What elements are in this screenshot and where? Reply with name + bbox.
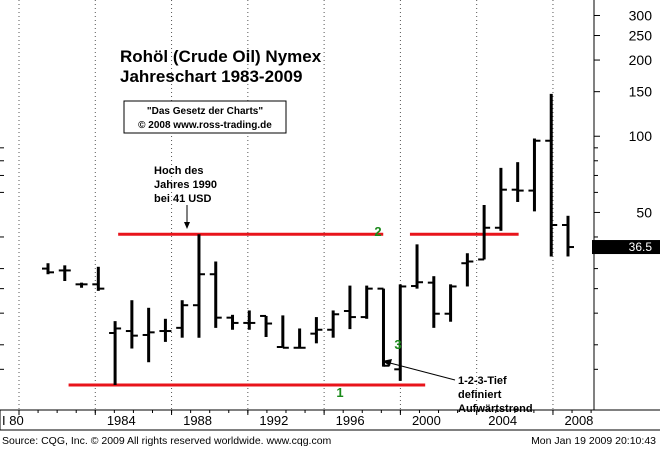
ohlc-bar-23 bbox=[427, 276, 440, 328]
ohlc-bar-19 bbox=[360, 285, 373, 319]
x-axis: I 80 1984 1988 1992 1996 2000 2004 2008 bbox=[2, 410, 593, 428]
ohlc-bar-10 bbox=[209, 261, 222, 328]
annotation-high-1990-line1: Hoch des bbox=[154, 165, 204, 177]
x-tick-label-4: 1996 bbox=[336, 413, 365, 428]
ohlc-bar-13 bbox=[260, 314, 273, 338]
point-label-3: 3 bbox=[394, 337, 401, 352]
annotation-123-tief-arrowhead bbox=[382, 359, 392, 366]
copyright-box bbox=[123, 100, 287, 134]
y-tick-label-4: 100 bbox=[629, 128, 653, 144]
ohlc-bar-2 bbox=[75, 282, 88, 288]
annotation-high-1990-arrowhead bbox=[184, 222, 190, 229]
x-tick-label-5: 2000 bbox=[412, 413, 441, 428]
y-axis: 300 250 200 150 100 50 bbox=[0, 7, 653, 370]
ohlc-bar-31 bbox=[562, 215, 574, 257]
ohlc-bar-12 bbox=[243, 310, 256, 330]
last-price-label: 36.5 bbox=[629, 240, 653, 254]
last-price-box bbox=[592, 240, 660, 255]
ohlc-bar-24 bbox=[444, 284, 457, 322]
x-tick-label-2: 1988 bbox=[183, 413, 212, 428]
ohlc-bars bbox=[42, 93, 574, 386]
annotation-123-tief-arrow bbox=[389, 362, 456, 381]
ohlc-bar-1 bbox=[58, 265, 71, 281]
ohlc-bar-18 bbox=[343, 285, 356, 330]
chart-title-line1: Rohöl (Crude Oil) Nymex bbox=[120, 47, 322, 66]
copyright-line1: "Das Gesetz der Charts" bbox=[147, 106, 263, 117]
ohlc-bar-0 bbox=[42, 263, 54, 275]
y-tick-label-3: 150 bbox=[629, 84, 653, 100]
ohlc-bar-14 bbox=[276, 315, 289, 349]
ohlc-bar-25 bbox=[461, 253, 474, 287]
ohlc-bar-3 bbox=[92, 266, 105, 291]
y-tick-label-2: 200 bbox=[629, 52, 653, 68]
ohlc-bar-15 bbox=[293, 328, 306, 349]
level-lines bbox=[68, 232, 519, 387]
annotation-123-tief-line2: definiert bbox=[458, 389, 502, 401]
ohlc-bar-5 bbox=[125, 300, 138, 349]
ohlc-bar-11 bbox=[226, 314, 239, 330]
x-tick-label-6: 2004 bbox=[488, 413, 517, 428]
annotation-high-1990-line3: bei 41 USD bbox=[154, 193, 212, 205]
copyright-line2: © 2008 www.ross-trading.de bbox=[138, 120, 272, 131]
ohlc-bar-7 bbox=[159, 318, 172, 342]
ohlc-bar-9 bbox=[192, 234, 205, 338]
y-tick-label-1: 250 bbox=[629, 28, 653, 44]
ohlc-bar-4 bbox=[109, 321, 122, 386]
ohlc-bar-8 bbox=[176, 300, 189, 338]
ohlc-bar-22 bbox=[411, 244, 424, 289]
ohlc-bar-6 bbox=[142, 307, 155, 363]
grid bbox=[18, 0, 554, 410]
y-tick-label-5: 50 bbox=[636, 204, 652, 220]
ohlc-bar-16 bbox=[310, 317, 323, 344]
ohlc-bar-29 bbox=[528, 138, 541, 212]
ohlc-bar-26 bbox=[478, 205, 491, 261]
ohlc-bar-28 bbox=[511, 162, 524, 202]
ohlc-bar-30 bbox=[545, 93, 558, 257]
footer-timestamp: Mon Jan 19 2009 20:10:43 bbox=[531, 435, 656, 447]
ohlc-bar-17 bbox=[327, 310, 340, 338]
annotation-123-tief-line1: 1-2-3-Tief bbox=[458, 375, 507, 387]
x-tick-label-3: 1992 bbox=[259, 413, 288, 428]
footer-source: Source: CQG, Inc. © 2009 All rights rese… bbox=[2, 435, 332, 447]
x-tick-label-1: 1984 bbox=[107, 413, 136, 428]
point-label-2: 2 bbox=[374, 224, 381, 239]
ohlc-bar-27 bbox=[494, 167, 507, 231]
point-label-1: 1 bbox=[336, 385, 343, 400]
chart-title-line2: Jahreschart 1983-2009 bbox=[120, 67, 302, 86]
x-tick-label-0: I 80 bbox=[2, 413, 24, 428]
annotation-123-tief-line3: Aufwärtstrend bbox=[458, 403, 533, 415]
x-tick-label-7: 2008 bbox=[564, 413, 593, 428]
ohlc-bar-21 bbox=[394, 284, 407, 381]
ohlc-bar-20 bbox=[377, 287, 390, 367]
y-tick-label-0: 300 bbox=[629, 7, 653, 23]
plot-background bbox=[0, 0, 594, 410]
annotation-high-1990-line2: Jahres 1990 bbox=[154, 179, 217, 191]
